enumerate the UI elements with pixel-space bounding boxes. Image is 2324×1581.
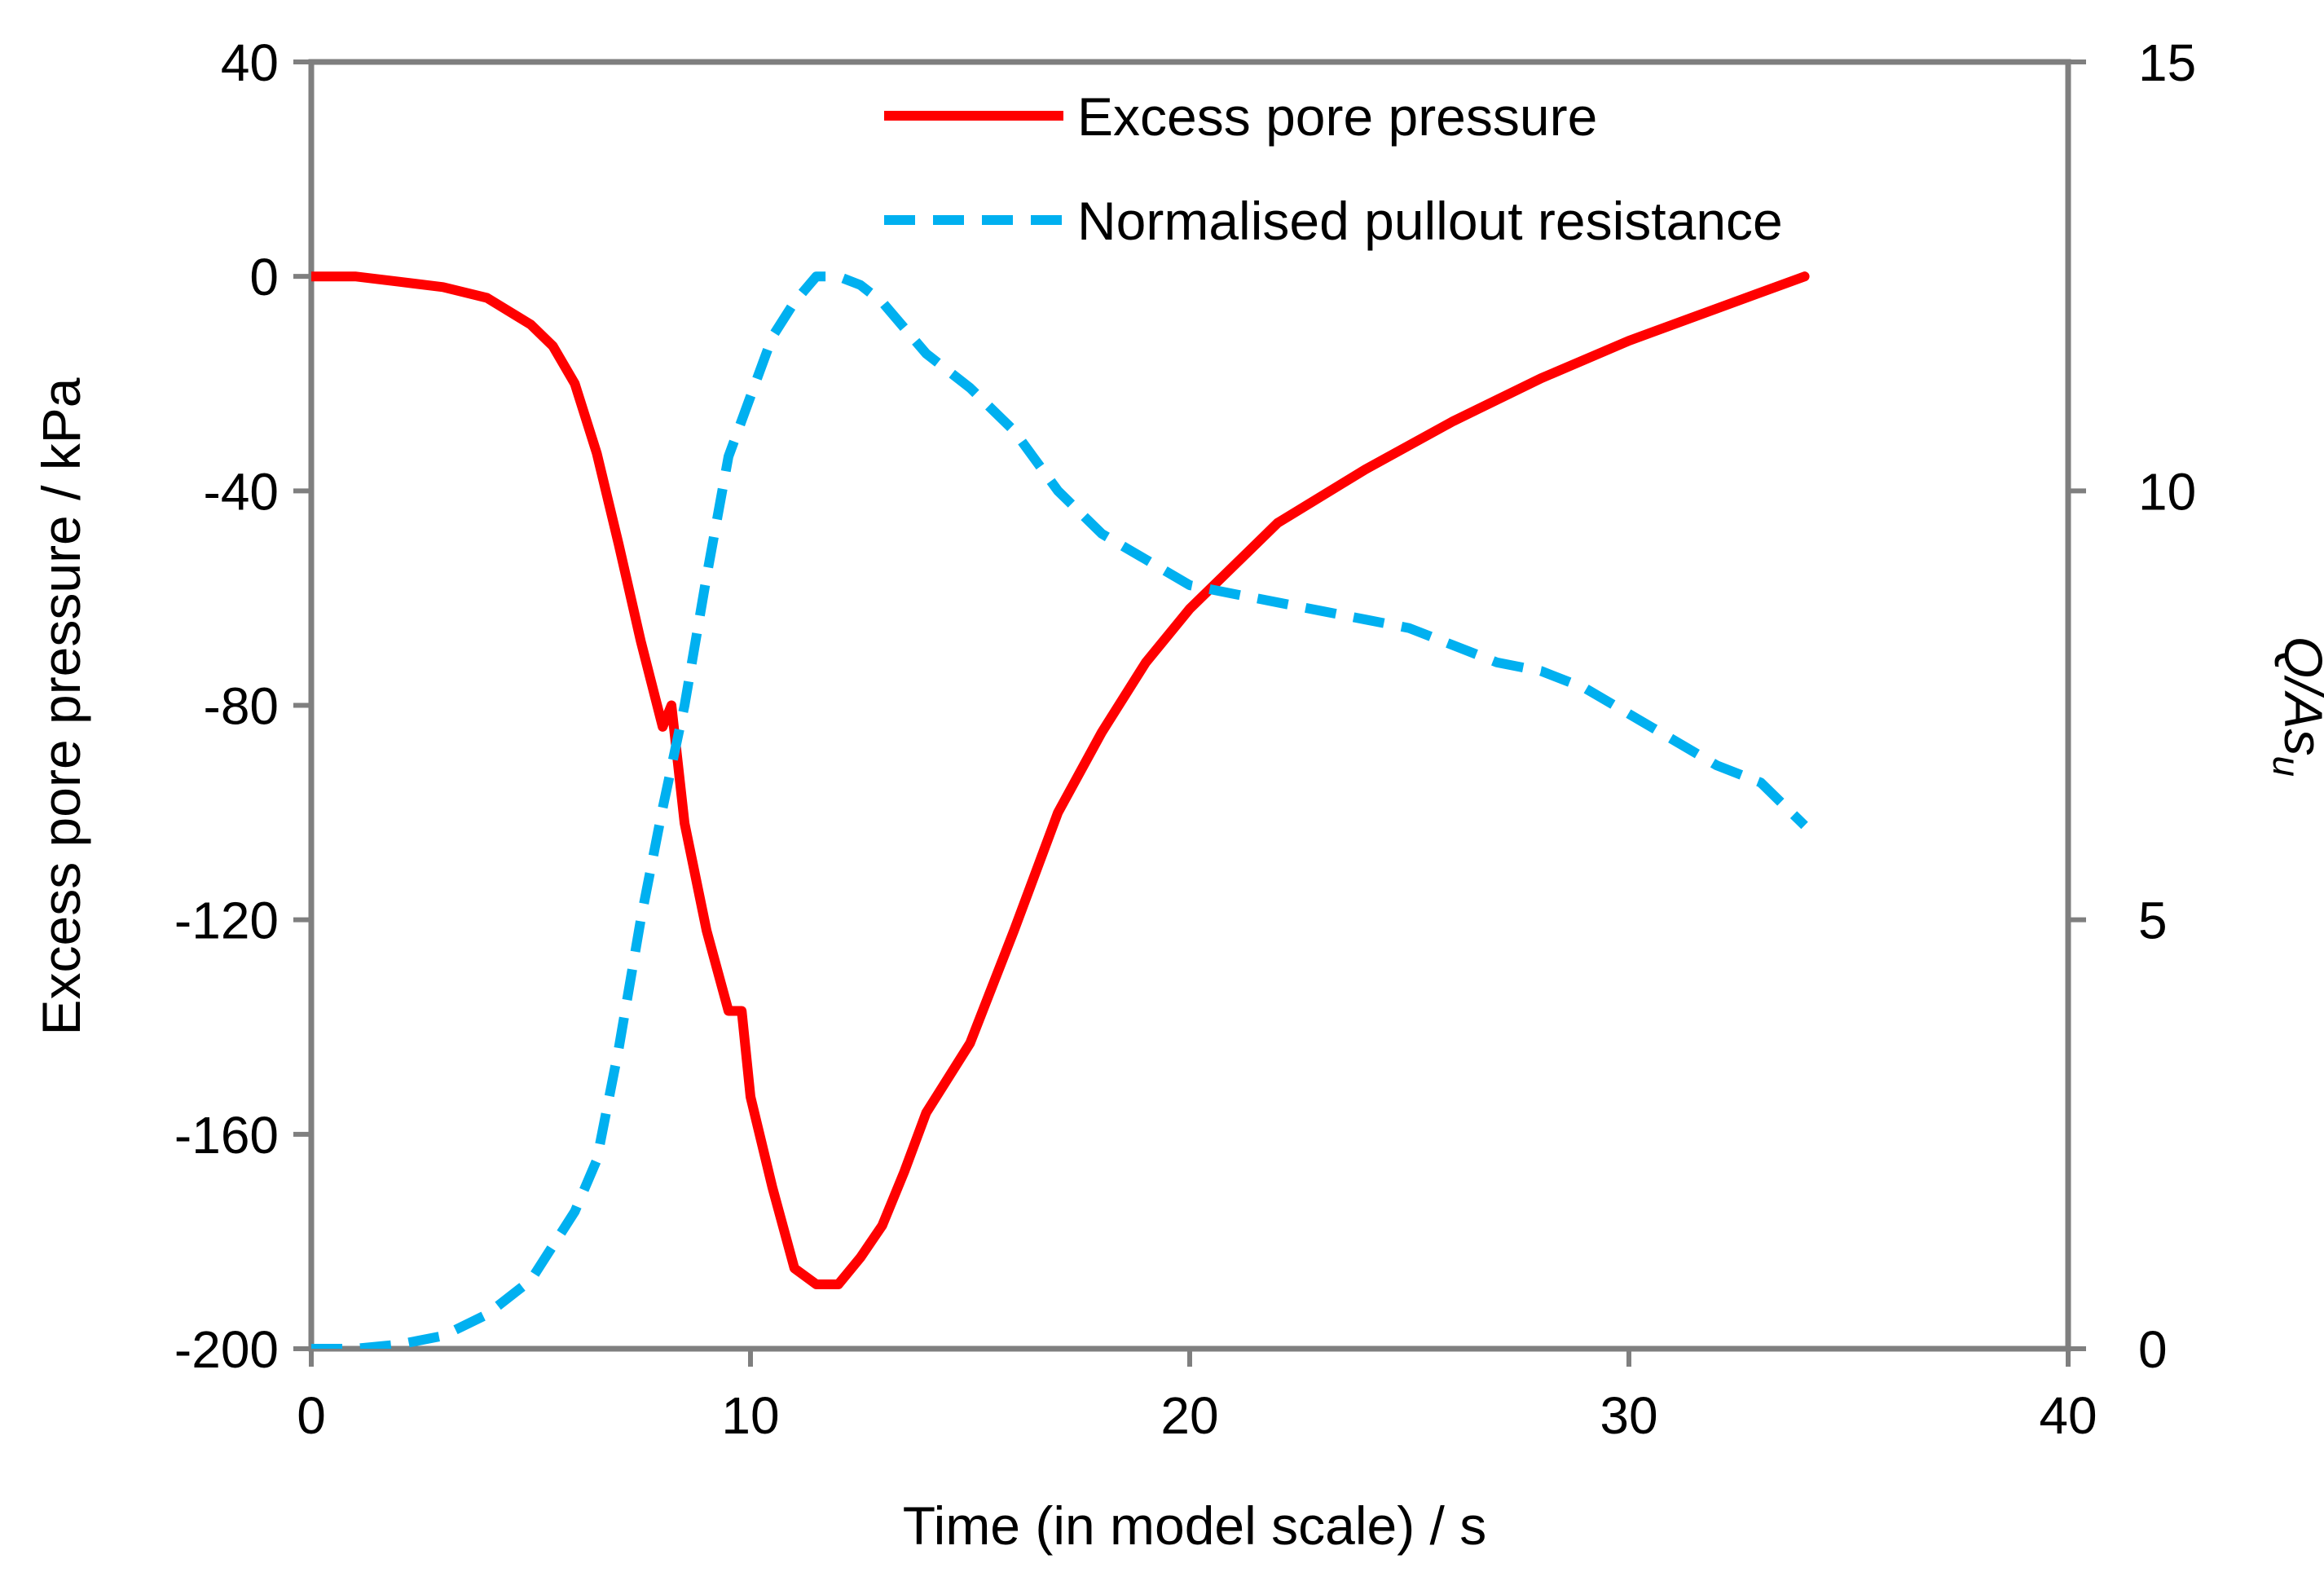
series-normalised-pullout-resistance-line <box>311 271 1808 1349</box>
y2-axis-title: Q/Asu <box>2265 636 2324 777</box>
y2-tick-label: 5 <box>2138 892 2168 950</box>
plot-area-border <box>308 59 2071 1352</box>
y-tick-label: 40 <box>221 33 279 92</box>
y-tick-label: -120 <box>174 892 279 950</box>
y2-axis-title-main: Q/As <box>2273 636 2324 756</box>
y2-tick-label: 10 <box>2138 462 2196 521</box>
axis-ticks: 0 10 20 30 40 40 0 -40 -80 -120 -160 -200 15 10 5 0 <box>174 33 2196 1445</box>
y2-tick-label: 15 <box>2138 33 2196 92</box>
y2-axis-title-subscript: u <box>2265 756 2308 777</box>
legend-label: Excess pore pressure <box>1077 86 1597 147</box>
y-tick-label: -160 <box>174 1106 279 1165</box>
plot-frame <box>308 59 2071 1352</box>
x-tick-label: 0 <box>297 1386 326 1445</box>
series-layer <box>311 271 1810 1349</box>
y-tick-label: -40 <box>204 462 279 521</box>
x-tick-label: 10 <box>721 1386 779 1445</box>
x-axis-title: Time (in model scale) / s <box>903 1495 1486 1556</box>
series-excess-pore-pressure-line <box>311 271 1810 1289</box>
x-tick-label: 40 <box>2039 1386 2097 1445</box>
y-tick-label: -200 <box>174 1320 279 1379</box>
legend: Excess pore pressure Normalised pullout r… <box>884 86 1783 251</box>
y-tick-label: -80 <box>204 677 279 736</box>
y2-tick-label: 0 <box>2138 1320 2168 1379</box>
legend-label: Normalised pullout resistance <box>1077 191 1783 251</box>
y-tick-label: 0 <box>249 248 279 306</box>
x-tick-label: 30 <box>1600 1386 1657 1445</box>
y-axis-title: Excess pore pressure / kPa <box>31 377 91 1035</box>
x-tick-label: 20 <box>1160 1386 1218 1445</box>
